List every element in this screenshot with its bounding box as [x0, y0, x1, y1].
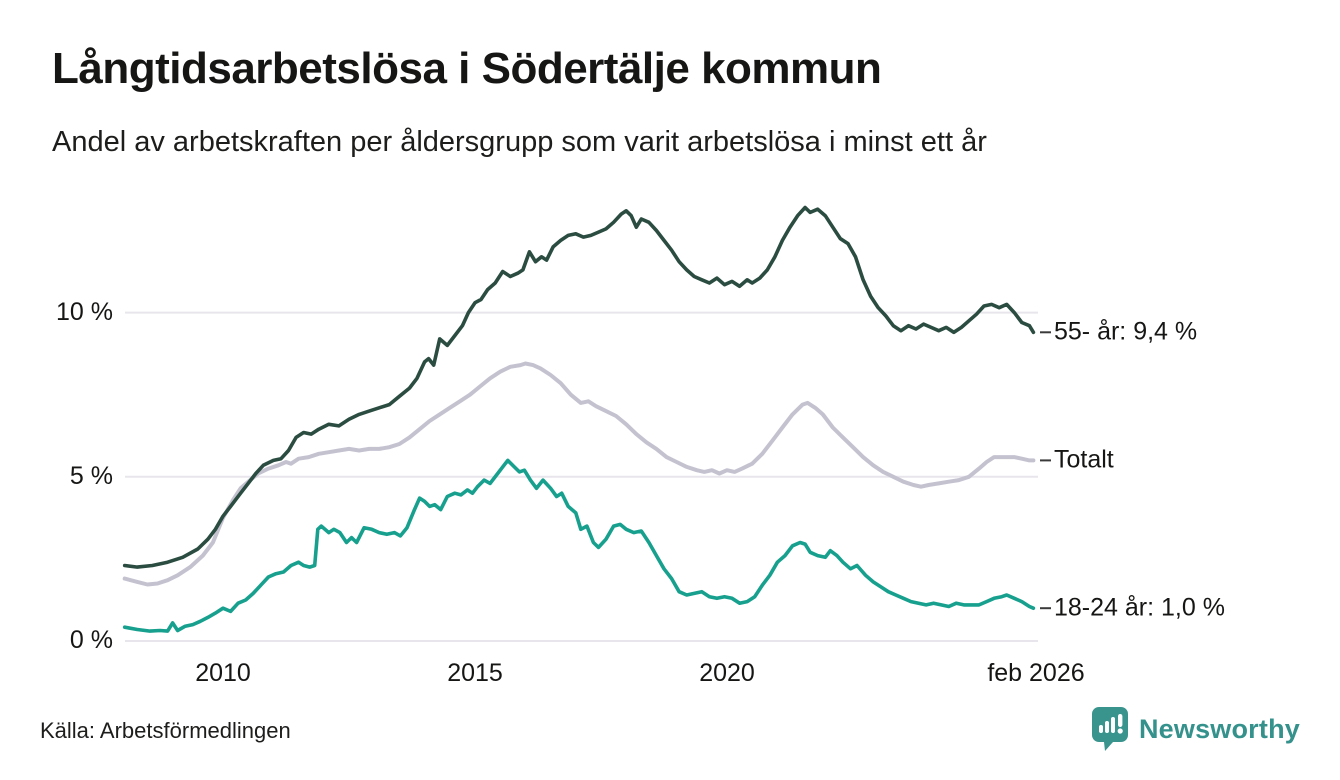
newsworthy-logo: Newsworthy	[1091, 706, 1300, 752]
series-label-totalt: Totalt	[1054, 445, 1114, 474]
series-line-totalt	[122, 361, 1036, 587]
y-axis-label-5: 5 %	[69, 462, 113, 490]
page-subtitle: Andel av arbetskraften per åldersgrupp s…	[52, 126, 987, 158]
x-axis-label-2020: 2020	[699, 659, 755, 687]
newsworthy-logo-text: Newsworthy	[1138, 713, 1300, 744]
page-title: Långtidsarbetslösa i Södertälje kommun	[52, 44, 882, 93]
series-line-18-24ar	[122, 458, 1036, 633]
source-note: Källa: Arbetsförmedlingen	[40, 718, 291, 743]
x-axis-label-2010: 2010	[195, 659, 251, 687]
x-axis-label-feb-2026: feb 2026	[987, 659, 1085, 687]
x-axis-label-2015: 2015	[447, 659, 503, 687]
series-label-55ar: 55- år: 9,4 %	[1054, 317, 1198, 346]
series-line-55ar	[122, 205, 1036, 569]
y-axis-label-10: 10 %	[56, 298, 113, 326]
series-label-18-24ar: 18-24 år: 1,0 %	[1054, 593, 1225, 622]
chart-bubble-icon	[1091, 707, 1128, 751]
y-axis-label-0: 0 %	[69, 626, 113, 654]
